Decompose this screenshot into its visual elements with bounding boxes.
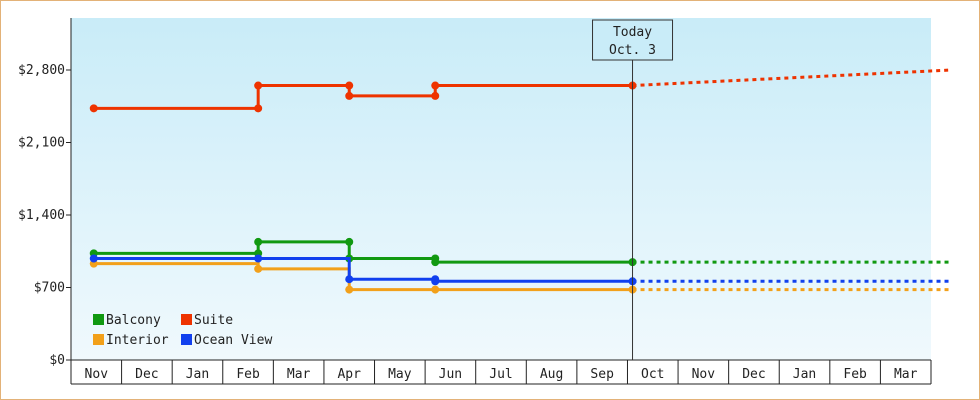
data-point-suite bbox=[89, 104, 98, 113]
data-point-ocean-view bbox=[89, 254, 98, 263]
data-point-balcony bbox=[345, 237, 354, 246]
x-tick-label: Sep bbox=[590, 367, 614, 382]
series-line-ocean-view bbox=[93, 257, 633, 283]
data-point-balcony bbox=[431, 258, 440, 267]
x-tick-label: Jun bbox=[439, 367, 462, 382]
y-tick-label: $1,400 bbox=[18, 208, 65, 223]
y-tick-label: $2,800 bbox=[18, 63, 65, 78]
y-tick-label: $0 bbox=[49, 353, 65, 368]
data-point-suite bbox=[254, 81, 263, 90]
x-tick-label: Nov bbox=[85, 367, 109, 382]
x-tick-label: Dec bbox=[135, 367, 158, 382]
x-tick-label: Aug bbox=[540, 367, 563, 382]
x-tick-label: Nov bbox=[692, 367, 716, 382]
data-point-suite bbox=[254, 104, 263, 113]
x-tick-label: May bbox=[388, 367, 412, 382]
legend-swatch-suite bbox=[181, 314, 192, 325]
data-point-ocean-view bbox=[431, 277, 440, 286]
x-tick-label: Mar bbox=[894, 367, 918, 382]
data-point-ocean-view bbox=[254, 254, 263, 263]
legend-label-suite: Suite bbox=[194, 313, 233, 328]
today-label: Today bbox=[613, 25, 652, 40]
data-point-interior bbox=[431, 285, 440, 294]
data-point-suite bbox=[431, 91, 440, 100]
data-point-interior bbox=[345, 285, 354, 294]
x-tick-label: Jul bbox=[489, 367, 512, 382]
x-tick-label: Apr bbox=[337, 367, 361, 382]
legend-swatch-balcony bbox=[93, 314, 104, 325]
legend-label-interior: Interior bbox=[106, 333, 169, 348]
series-forecast-suite bbox=[632, 68, 952, 88]
data-point-suite bbox=[431, 81, 440, 90]
data-point-suite bbox=[345, 81, 354, 90]
x-tick-label: Mar bbox=[287, 367, 311, 382]
x-tick-label: Feb bbox=[236, 367, 260, 382]
data-point-interior bbox=[254, 264, 263, 273]
x-tick-label: Oct bbox=[641, 367, 664, 382]
y-tick-label: $700 bbox=[34, 281, 65, 296]
legend-label-ocean-view: Ocean View bbox=[194, 333, 272, 348]
legend-swatch-interior bbox=[93, 334, 104, 345]
series-line-interior bbox=[93, 262, 633, 292]
today-date: Oct. 3 bbox=[609, 43, 656, 58]
x-tick-label: Feb bbox=[843, 367, 867, 382]
plot-area bbox=[71, 18, 931, 360]
x-tick-label: Jan bbox=[793, 367, 816, 382]
legend-swatch-ocean-view bbox=[181, 334, 192, 345]
x-tick-label: Dec bbox=[742, 367, 765, 382]
data-point-balcony bbox=[254, 237, 263, 246]
y-tick-label: $2,100 bbox=[18, 136, 65, 151]
data-point-ocean-view bbox=[345, 275, 354, 284]
today-box bbox=[592, 19, 674, 61]
x-tick-label: Jan bbox=[186, 367, 209, 382]
legend-label-balcony: Balcony bbox=[106, 313, 161, 328]
data-point-suite bbox=[345, 91, 354, 100]
